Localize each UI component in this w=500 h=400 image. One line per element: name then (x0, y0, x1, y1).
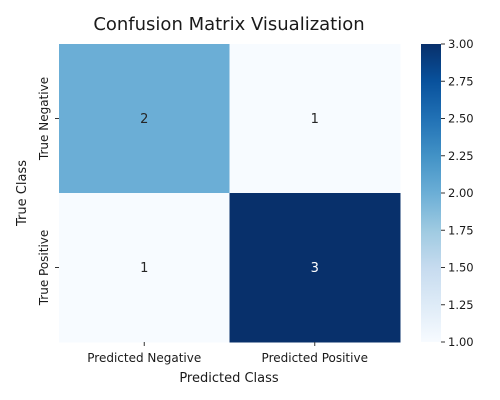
colorbar-axis: 1.00 1.25 1.50 1.75 2.00 2.25 2.50 2.75 3.00 (441, 37, 474, 349)
x-axis: Predicted Negative Predicted Positive (87, 342, 368, 365)
y-tick-label: True Positive (37, 230, 51, 307)
y-axis-label: True Class (15, 160, 30, 227)
heatmap-cell (229, 44, 401, 194)
chart-title: Confusion Matrix Visualization (93, 14, 364, 35)
colorbar-tick-label: 3.00 (448, 37, 474, 51)
cell-value-label: 1 (311, 112, 319, 127)
colorbar (421, 44, 441, 342)
colorbar-tick-label: 1.50 (448, 261, 474, 275)
cell-value-label: 1 (140, 261, 148, 276)
colorbar-tick-label: 1.75 (448, 223, 474, 237)
colorbar-tick-label: 2.75 (448, 74, 474, 88)
heatmap-cells: 2 1 1 3 (59, 44, 401, 343)
x-tick-label: Predicted Positive (262, 351, 368, 365)
colorbar-tick-label: 2.00 (448, 186, 474, 200)
colorbar-tick-label: 1.00 (448, 335, 474, 349)
x-axis-label: Predicted Class (179, 371, 279, 386)
x-tick-label: Predicted Negative (87, 351, 201, 365)
y-tick-label: True Negative (37, 77, 51, 161)
colorbar-tick-label: 2.25 (448, 149, 474, 163)
heatmap-cell (59, 44, 230, 194)
colorbar-tick-label: 2.50 (448, 112, 474, 126)
cell-value-label: 2 (140, 112, 148, 127)
colorbar-tick-label: 1.25 (448, 298, 474, 312)
y-axis: True Negative True Positive (37, 77, 59, 306)
heatmap-cell (229, 193, 401, 343)
cell-value-label: 3 (311, 261, 319, 276)
heatmap-cell (59, 193, 230, 343)
